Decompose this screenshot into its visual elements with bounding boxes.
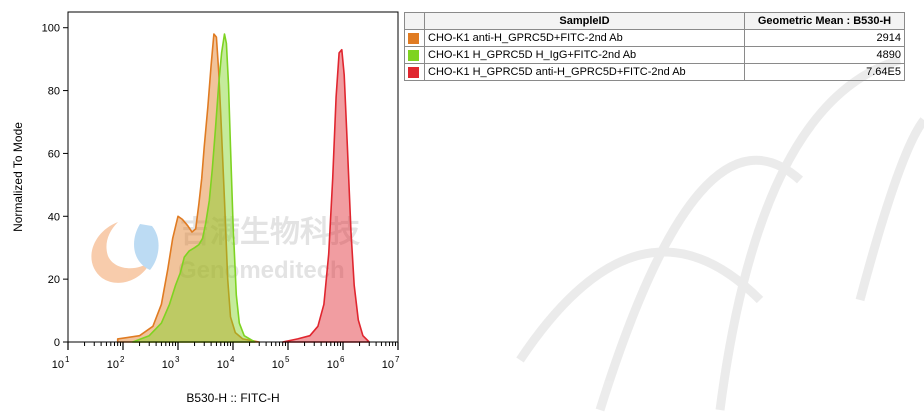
legend-sample-name: CHO-K1 H_GPRC5D H_IgG+FITC-2nd Ab — [424, 46, 745, 64]
legend-row: CHO-K1 H_GPRC5D H_IgG+FITC-2nd Ab 4890 — [404, 46, 905, 64]
series-area-red — [281, 48, 370, 343]
x-tick-exponent: 1 — [65, 355, 70, 364]
y-tick-label: 60 — [48, 148, 60, 160]
x-tick-exponent: 2 — [120, 355, 125, 364]
y-tick-label: 100 — [42, 23, 60, 35]
series-area-green — [131, 33, 256, 343]
watermark-logo-orange — [91, 222, 150, 283]
y-tick-label: 80 — [48, 86, 60, 98]
x-tick-label: 10 — [107, 359, 119, 371]
legend-swatch-cell — [404, 63, 425, 81]
legend-row: CHO-K1 H_GPRC5D anti-H_GPRC5D+FITC-2nd A… — [404, 63, 905, 81]
legend-header-swatch — [404, 12, 425, 30]
legend-header-geomean: Geometric Mean : B530-H — [744, 12, 905, 30]
x-tick-exponent: 6 — [340, 355, 345, 364]
x-tick-exponent: 3 — [175, 355, 180, 364]
x-tick-exponent: 7 — [395, 355, 400, 364]
watermark-arcs — [516, 55, 924, 412]
legend-swatch-orange — [408, 32, 419, 44]
x-tick-exponent: 4 — [230, 355, 235, 364]
legend-swatch-green — [408, 49, 419, 61]
x-axis-label: B530-H :: FITC-H — [186, 391, 279, 405]
legend-geomean-value: 7.64E5 — [744, 63, 905, 81]
x-tick-label: 10 — [52, 359, 64, 371]
legend-header-sampleid: SampleID — [424, 12, 745, 30]
y-tick-label: 40 — [48, 211, 60, 223]
legend-swatch-cell — [404, 46, 425, 64]
legend-sample-name: CHO-K1 H_GPRC5D anti-H_GPRC5D+FITC-2nd A… — [424, 63, 745, 81]
x-tick-label: 10 — [217, 359, 229, 371]
x-tick-label: 10 — [382, 359, 394, 371]
watermark-english: Genomeditech — [178, 257, 345, 284]
y-axis-label: Normalized To Mode — [11, 122, 25, 232]
legend-row: CHO-K1 anti-H_GPRC5D+FITC-2nd Ab 2914 — [404, 29, 905, 47]
legend-swatch-cell — [404, 29, 425, 47]
y-axis: 0 20 40 60 80 100 — [42, 23, 68, 349]
legend-geomean-value: 4890 — [744, 46, 905, 64]
series-group — [116, 33, 370, 343]
watermark-logo-blue — [134, 224, 159, 270]
y-tick-label: 20 — [48, 274, 60, 286]
x-tick-exponent: 5 — [285, 355, 290, 364]
x-tick-label: 10 — [272, 359, 284, 371]
x-tick-label: 10 — [162, 359, 174, 371]
legend-sample-name: CHO-K1 anti-H_GPRC5D+FITC-2nd Ab — [424, 29, 745, 47]
legend-table: SampleID Geometric Mean : B530-H CHO-K1 … — [404, 12, 905, 81]
legend-header-row: SampleID Geometric Mean : B530-H — [404, 12, 905, 30]
x-axis: 10 1 10 2 10 3 10 4 10 5 10 6 10 7 — [52, 342, 400, 371]
series-area-orange — [116, 33, 260, 343]
legend-geomean-value: 2914 — [744, 29, 905, 47]
x-tick-label: 10 — [327, 359, 339, 371]
legend-swatch-red — [408, 66, 419, 78]
y-tick-label: 0 — [54, 337, 60, 349]
